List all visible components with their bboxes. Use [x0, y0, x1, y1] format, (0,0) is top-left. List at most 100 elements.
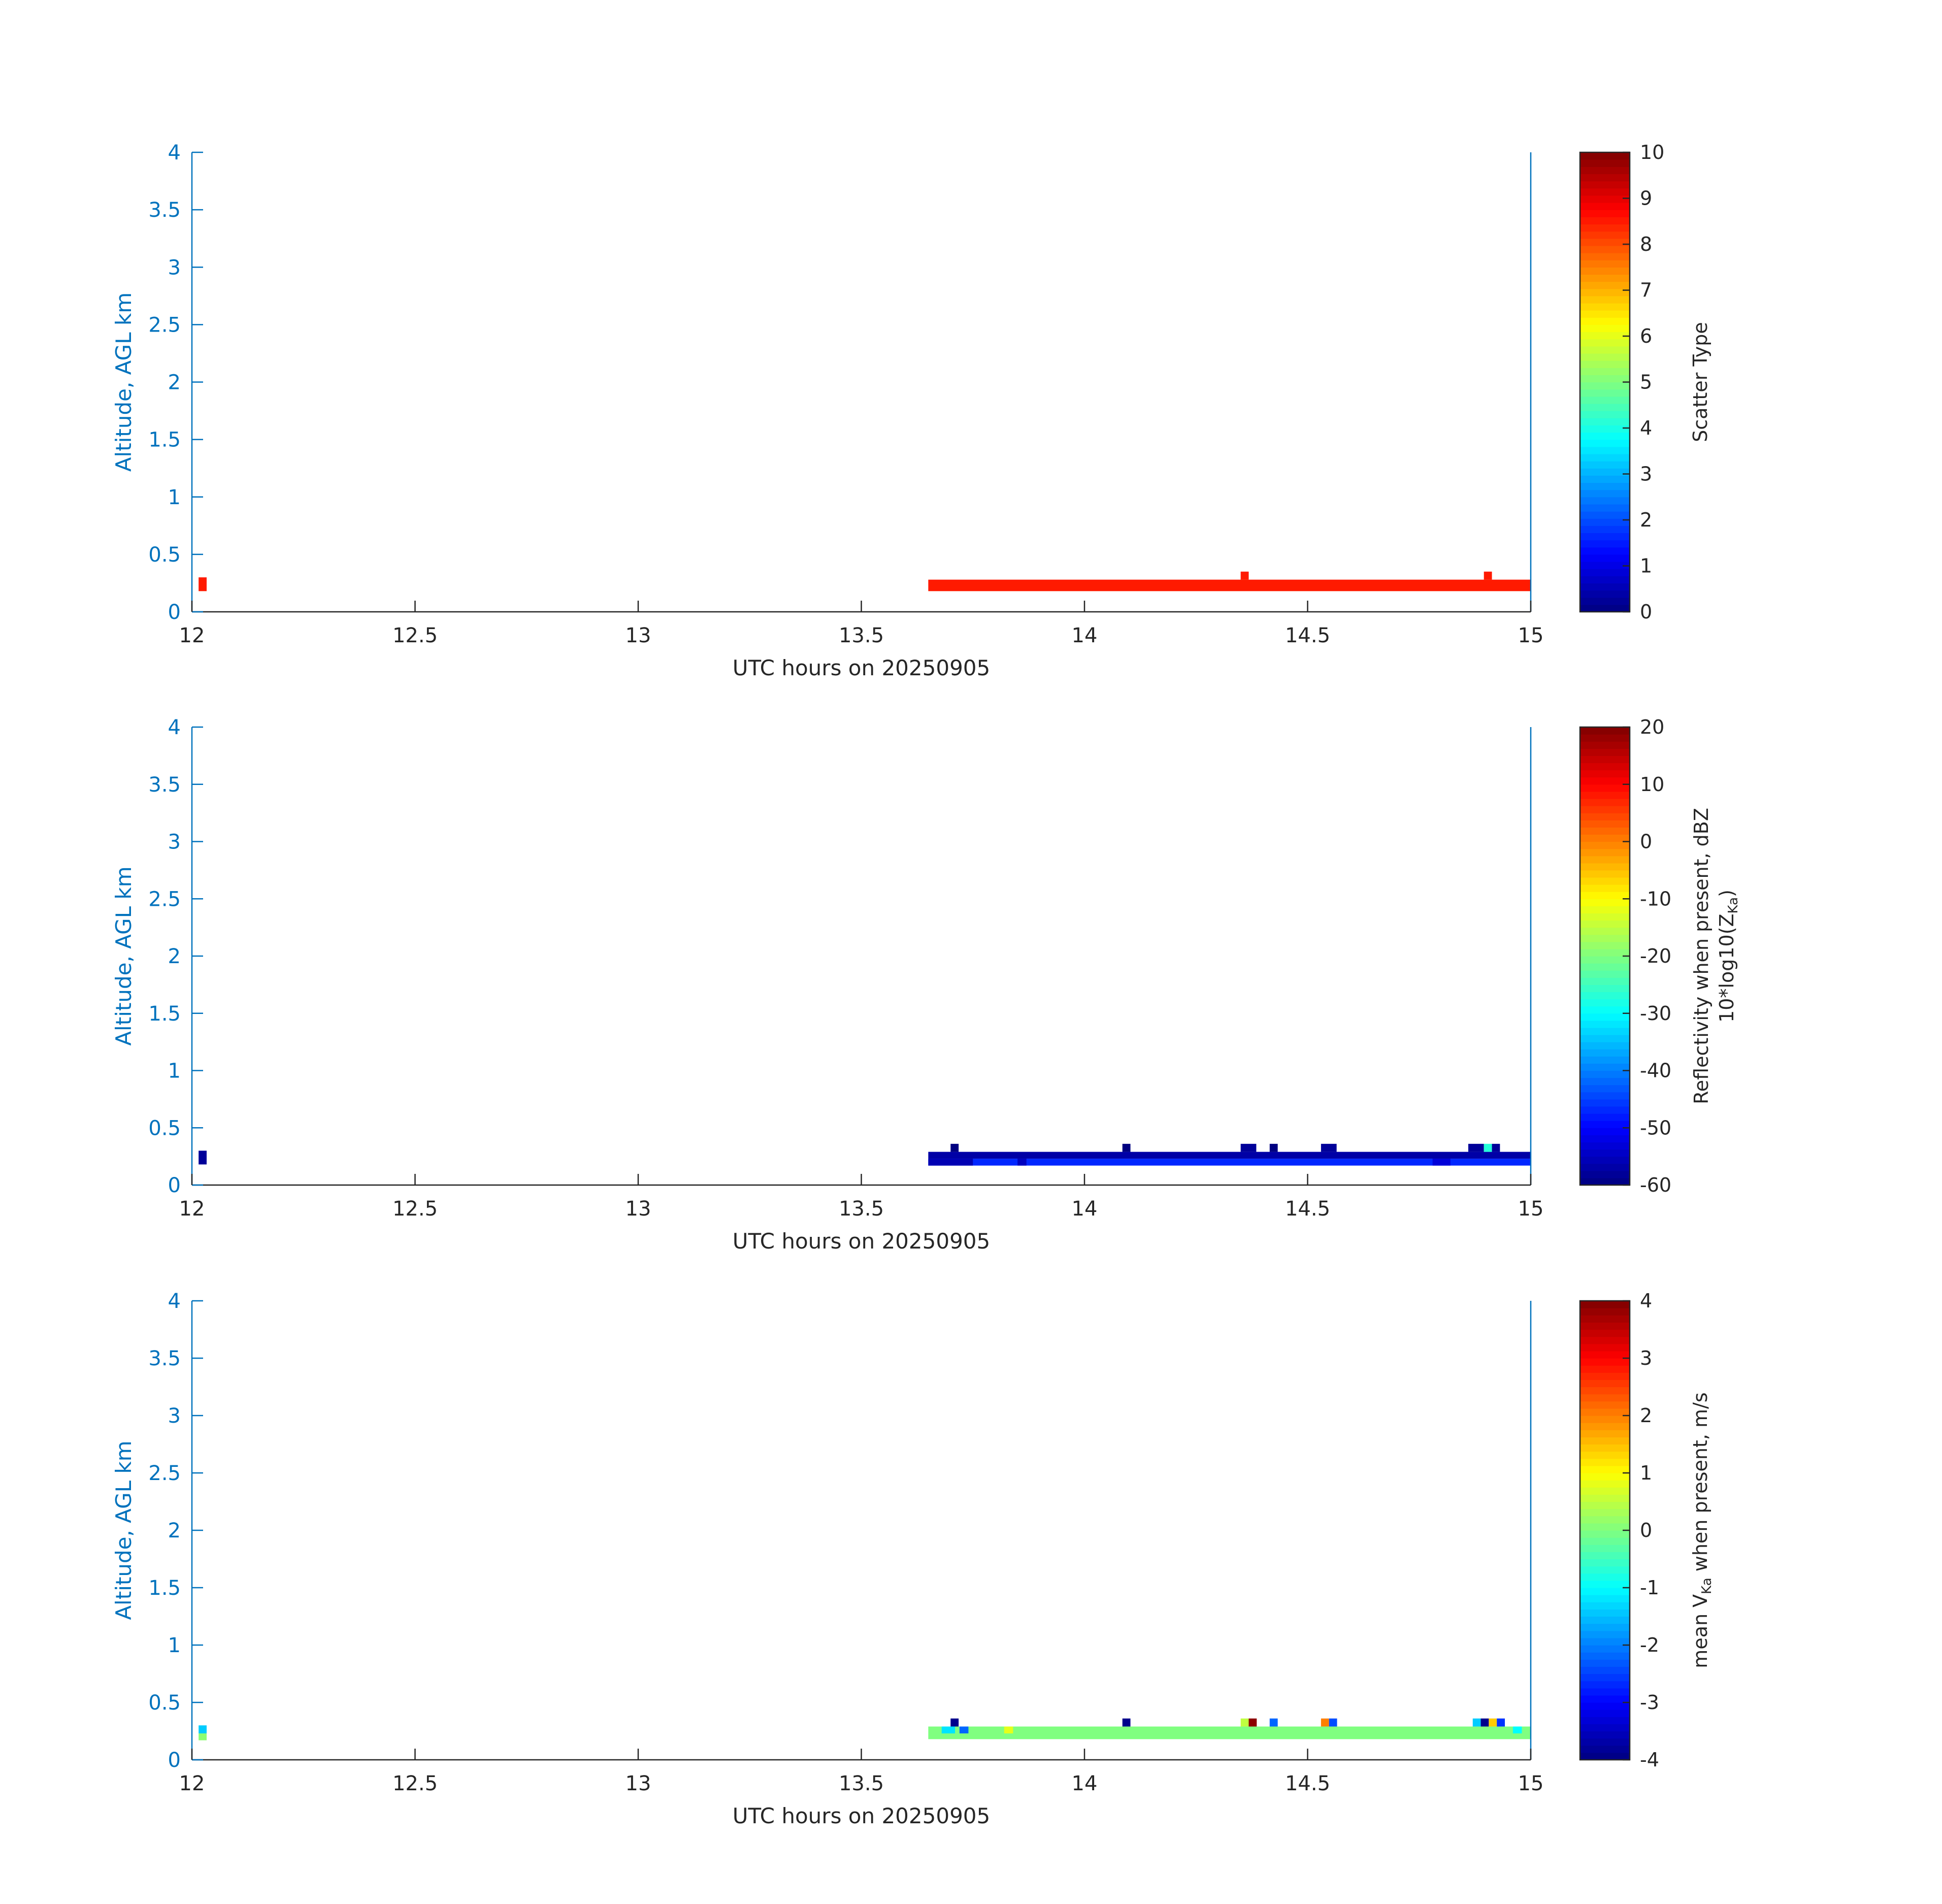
data-cell: [1240, 1718, 1249, 1727]
colorbar-segment: [1580, 174, 1630, 182]
data-cell: [1329, 1718, 1337, 1727]
data-cell: [1269, 1143, 1278, 1152]
colorbar-segment: [1580, 1121, 1630, 1128]
colorbar-segment: [1580, 1394, 1630, 1402]
colorbar-segment: [1580, 913, 1630, 921]
colorbar-segment: [1580, 1480, 1630, 1488]
y-tick-label: 2: [168, 945, 181, 968]
colorbar-segment: [1580, 977, 1630, 985]
colorbar-tick-label: 2: [1640, 1404, 1652, 1427]
colorbar-segment: [1580, 841, 1630, 849]
data-cell: [1240, 1143, 1257, 1152]
data-cell: [1497, 1718, 1505, 1727]
y-tick-label: 3: [168, 256, 181, 279]
colorbar-segment: [1580, 167, 1630, 175]
colorbar-segment: [1580, 1063, 1630, 1071]
colorbar-segment: [1580, 1027, 1630, 1035]
colorbar-segment: [1580, 518, 1630, 526]
colorbar-tick-label: 7: [1640, 279, 1652, 302]
colorbar-segment: [1580, 159, 1630, 167]
data-cell: [1472, 1718, 1481, 1727]
panel-2-y-axis-label: Altitude, AGL km: [111, 866, 136, 1045]
colorbar-segment: [1580, 188, 1630, 196]
colorbar-segment: [1580, 1637, 1630, 1646]
y-tick-label: 3.5: [148, 1347, 181, 1370]
y-tick-label: 1: [168, 1060, 181, 1083]
panel-2-y-ticks: 0 0.5 1 1.5 2 2.5 3 3.5 4: [148, 716, 181, 1197]
y-tick-label: 3: [168, 831, 181, 854]
y-tick-label: 1.5: [148, 429, 181, 452]
colorbar-segment: [1580, 927, 1630, 935]
x-tick-label: 12.5: [392, 624, 438, 647]
x-tick-label: 12: [179, 1197, 205, 1221]
colorbar-tick-label: 10: [1640, 773, 1664, 796]
colorbar-segment: [1580, 856, 1630, 864]
x-tick-label: 12: [179, 1772, 205, 1795]
panel-3-y-ticks: 0 0.5 1 1.5 2 2.5 3 3.5 4: [148, 1290, 181, 1772]
colorbar-tick-label: 4: [1640, 417, 1652, 439]
data-cell: [199, 1725, 207, 1734]
y-tick-label: 2: [168, 371, 181, 395]
y-tick-label: 0.5: [148, 543, 181, 567]
colorbar-segment: [1580, 1163, 1630, 1171]
y-tick-label: 2.5: [148, 888, 181, 911]
colorbar-segment: [1580, 195, 1630, 203]
colorbar-segment: [1580, 288, 1630, 297]
data-cell: [941, 1726, 956, 1734]
data-cell: [1480, 1718, 1489, 1727]
colorbar-tick-label: 20: [1640, 716, 1664, 738]
colorbar-tick-label: 4: [1640, 1290, 1652, 1312]
data-cell: [1432, 1159, 1451, 1166]
colorbar-segment: [1580, 1092, 1630, 1100]
colorbar-segment: [1580, 920, 1630, 928]
panel-2-data-cells: [199, 1143, 1531, 1166]
colorbar-segment: [1580, 368, 1630, 375]
colorbar-segment: [1580, 1135, 1630, 1143]
data-cell: [950, 1718, 959, 1727]
colorbar-segment: [1580, 834, 1630, 842]
colorbar-tick-label: 1: [1640, 1462, 1652, 1484]
panel-3-colorbar-ticks: -4 -3 -2 -1 0 1 2 3 4: [1640, 1290, 1659, 1771]
x-tick-label: 15: [1518, 624, 1544, 647]
colorbar-segment: [1580, 1652, 1630, 1660]
panel-3-y-axis-label: Altitude, AGL km: [111, 1440, 136, 1620]
data-cell: [928, 1159, 1531, 1166]
colorbar-segment: [1580, 1630, 1630, 1638]
colorbar-segment: [1580, 1106, 1630, 1114]
colorbar-segment: [1580, 461, 1630, 469]
colorbar-segment: [1580, 453, 1630, 462]
data-cell: [1492, 1143, 1500, 1152]
panel-3-x-axis-label: UTC hours on 20250905: [733, 1803, 991, 1828]
colorbar-tick-label: -20: [1640, 945, 1671, 967]
colorbar-segment: [1580, 1315, 1630, 1323]
colorbar-segment: [1580, 848, 1630, 857]
colorbar-segment: [1580, 1142, 1630, 1150]
colorbar-segment: [1580, 806, 1630, 813]
colorbar-segment: [1580, 274, 1630, 282]
colorbar-segment: [1580, 1530, 1630, 1538]
colorbar-segment: [1580, 999, 1630, 1007]
colorbar-segment: [1580, 152, 1630, 160]
colorbar-segment: [1580, 1128, 1630, 1135]
colorbar-segment: [1580, 1070, 1630, 1078]
colorbar-segment: [1580, 863, 1630, 871]
colorbar-segment: [1580, 1085, 1630, 1093]
x-tick-label: 13: [626, 624, 651, 647]
colorbar-segment: [1580, 1738, 1630, 1746]
colorbar-tick-label: 6: [1640, 325, 1652, 347]
panel-2-colorbar: [1579, 726, 1631, 1186]
data-cell: [950, 1143, 959, 1152]
colorbar-segment: [1580, 870, 1630, 878]
colorbar-segment: [1580, 396, 1630, 404]
colorbar-segment: [1580, 956, 1630, 964]
colorbar-segment: [1580, 1437, 1630, 1445]
colorbar-segment: [1580, 296, 1630, 304]
colorbar-segment: [1580, 489, 1630, 498]
x-tick-label: 14: [1072, 1197, 1098, 1221]
y-tick-label: 0.5: [148, 1117, 181, 1140]
colorbar-tick-label: 0: [1640, 601, 1652, 623]
colorbar-segment: [1580, 554, 1630, 562]
colorbar-tick-label: 9: [1640, 187, 1652, 210]
colorbar-segment: [1580, 597, 1630, 605]
colorbar-tick-label: 1: [1640, 555, 1652, 577]
